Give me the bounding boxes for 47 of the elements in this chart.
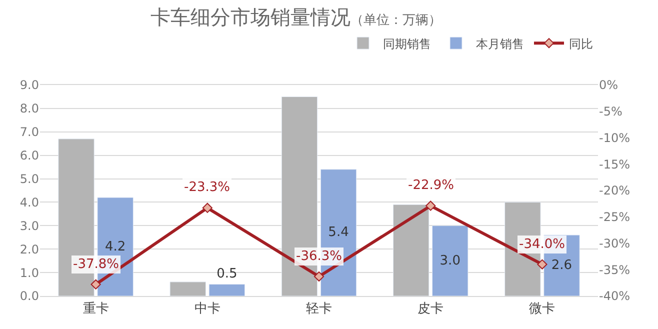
y2-tick-label: -10% (599, 130, 630, 145)
data-label: 3.0 (440, 253, 460, 268)
legend-label: 本月销售 (476, 36, 524, 51)
text: 2.0 (20, 242, 39, 256)
bar (392, 204, 430, 296)
y2-tick-label: -25% (599, 210, 630, 224)
x-tick-label: 皮卡 (418, 302, 444, 317)
text: 6.0 (20, 148, 39, 163)
text: 0.0 (20, 289, 39, 304)
bar (208, 284, 246, 296)
bar (432, 225, 468, 296)
y2-tick-label: -20% (599, 184, 630, 198)
data-label: -34.0% (519, 237, 565, 252)
point (426, 200, 436, 211)
data-label: -23.3% (184, 180, 230, 195)
legend-label: 同期销售 (383, 36, 431, 51)
point (314, 271, 324, 282)
point (537, 259, 548, 270)
x-tick-label: 中卡 (194, 302, 220, 317)
y2-tick-label: -30% (599, 236, 630, 250)
chart-subtitle: （单位：万辆） (350, 12, 442, 28)
point (202, 202, 212, 213)
data-label: 2.6 (551, 258, 572, 274)
y2-tick-label: -35% (599, 262, 630, 277)
text: 1.0 (20, 266, 39, 280)
bar (170, 282, 206, 296)
data-label: 0.5 (216, 266, 238, 282)
text: 9.0 (20, 78, 39, 92)
y2-tick-label: -5% (599, 104, 622, 119)
x-tick-label: 微卡 (529, 302, 556, 317)
text: 5.0 (20, 172, 39, 186)
data-label: -37.8% (73, 257, 119, 272)
text: 3.0 (20, 218, 39, 233)
y2-tick-label: 0% (599, 78, 618, 92)
text: 4.0 (20, 195, 39, 210)
point (90, 279, 101, 290)
x-tick-label: 轻卡 (306, 302, 332, 317)
data-label: -22.9% (408, 178, 454, 193)
text: 7.0 (20, 125, 39, 140)
data-label: 4.2 (104, 239, 126, 254)
legend-label: 同比 (569, 36, 593, 51)
data-label: -36.3% (296, 249, 342, 264)
y2-tick-label: -40% (599, 289, 630, 304)
text: 8.0 (20, 102, 39, 116)
data-label: 5.4 (328, 225, 349, 240)
x-tick-label: 重卡 (82, 302, 109, 317)
y2-tick-label: -15% (599, 157, 630, 172)
